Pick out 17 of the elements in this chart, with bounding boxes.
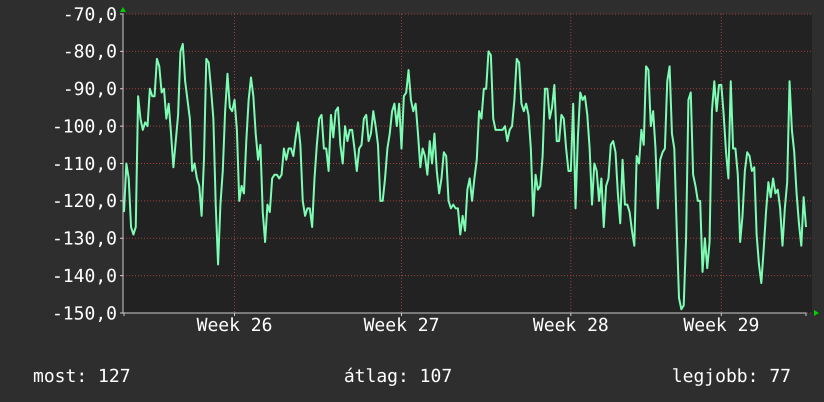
y-tick-label: -80,0	[62, 42, 117, 63]
y-tick-label: -130,0	[52, 228, 117, 250]
x-tick-label: Week 29	[683, 315, 760, 336]
y-tick-label: -140,0	[52, 266, 117, 287]
y-tick-label: -70,0	[62, 4, 117, 26]
y-tick-label: -90,0	[62, 79, 117, 100]
y-tick-label: -100,0	[52, 116, 117, 138]
x-tick-label: Week 27	[364, 315, 440, 336]
y-tick-label: -120,0	[52, 191, 117, 212]
x-tick-label: Week 26	[196, 315, 272, 336]
text: legjobb: 77	[672, 366, 791, 387]
y-tick-label: -150,0	[52, 303, 117, 324]
x-tick-label: Week 28	[532, 315, 609, 336]
text: átlag: 107	[344, 366, 452, 387]
line-series	[123, 42, 807, 310]
y-tick-label: -110,0	[52, 154, 117, 175]
text: most: 127	[33, 366, 131, 387]
